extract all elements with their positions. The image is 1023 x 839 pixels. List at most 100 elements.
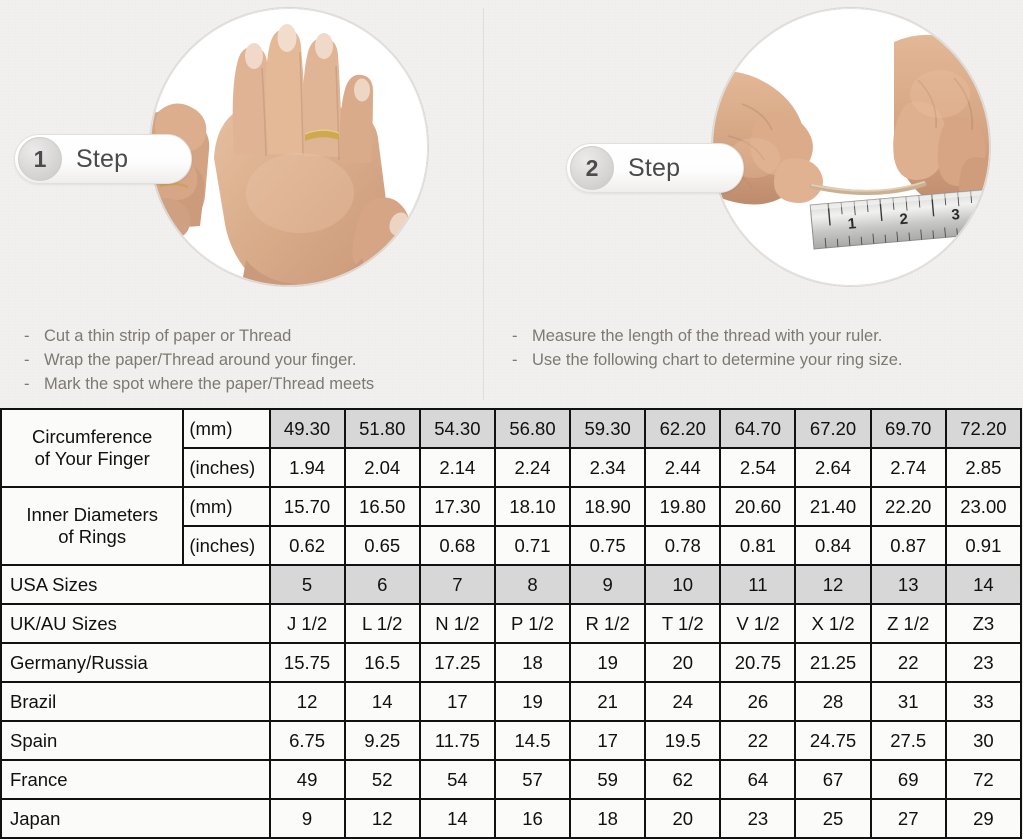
table-cell: 6.75 xyxy=(268,720,346,761)
table-cell: 0.84 xyxy=(794,525,872,566)
table-cell: 21.25 xyxy=(794,642,872,683)
table-cell: 2.85 xyxy=(944,447,1023,488)
table-cell: 62 xyxy=(644,759,722,800)
instruction-text: Mark the spot where the paper/Thread mee… xyxy=(44,375,375,393)
steps-area: 1 Step xyxy=(0,0,1023,408)
table-cell: 64.70 xyxy=(719,408,797,449)
table-cell: 18 xyxy=(569,798,647,839)
table-cell: 31 xyxy=(869,681,947,722)
row-label: Brazil xyxy=(0,681,271,722)
panel-divider xyxy=(483,8,484,400)
table-cell: 29 xyxy=(944,798,1023,839)
table-cell: 11.75 xyxy=(418,720,496,761)
table-cell: 64 xyxy=(719,759,797,800)
table-cell: X 1/2 xyxy=(794,603,872,644)
row-unit: (inches) xyxy=(182,447,271,488)
step-2-label: Step xyxy=(628,153,681,182)
table-cell: 51.80 xyxy=(343,408,421,449)
table-cell: P 1/2 xyxy=(493,603,572,644)
table-cell: 7 xyxy=(418,564,496,605)
row-label-line: of Your Finger xyxy=(34,448,150,469)
table-cell: 22.20 xyxy=(869,486,947,527)
table-cell: 56.80 xyxy=(493,408,572,449)
step-2-photo-measuring-thread: 1 2 3 xyxy=(712,8,990,286)
table-cell: 72.20 xyxy=(944,408,1023,449)
table-cell: 14 xyxy=(418,798,496,839)
table-cell: R 1/2 xyxy=(569,603,647,644)
table-cell: V 1/2 xyxy=(719,603,797,644)
table-cell: 21 xyxy=(569,681,647,722)
table-cell: 23.00 xyxy=(944,486,1023,527)
table-cell: 20.60 xyxy=(719,486,797,527)
instruction-line: - Use the following chart to determine yo… xyxy=(512,348,903,372)
ruler-mark-2: 2 xyxy=(899,211,909,229)
table-cell: 19.5 xyxy=(644,720,722,761)
table-row: Inner Diameters of Rings (mm) 15.70 16.50 17.… xyxy=(0,486,1023,566)
table-cell: 2.14 xyxy=(418,447,496,488)
table-cell: 2.04 xyxy=(343,447,421,488)
table-cell: 23 xyxy=(719,798,797,839)
table-row: Spain 6.75 9.25 11.75 14.5 17 19.5 22 24.75 27.5 3… xyxy=(0,720,1023,761)
table-cell: 22 xyxy=(719,720,797,761)
table-cell: T 1/2 xyxy=(644,603,722,644)
bullet-dash-icon: - xyxy=(24,327,30,345)
table-row: (inches) 0.62 0.65 0.68 0.71 0.75 0.78 0.81 0.84… xyxy=(1,525,1023,566)
table-cell: 0.91 xyxy=(944,525,1023,566)
table-cell: 59.30 xyxy=(569,408,647,449)
table-cell: 0.75 xyxy=(569,525,647,566)
ruler-mark-3: 3 xyxy=(951,206,961,224)
row-label: France xyxy=(0,759,271,800)
table-cell: 16.50 xyxy=(343,486,421,527)
table-cell: 52 xyxy=(343,759,421,800)
table-cell: 9.25 xyxy=(343,720,421,761)
row-label: Circumference of Your Finger xyxy=(0,408,185,488)
instruction-text: Cut a thin strip of paper or Thread xyxy=(44,327,292,345)
table-cell: 12 xyxy=(794,564,872,605)
table-cell: 49 xyxy=(268,759,346,800)
table-cell: Z 1/2 xyxy=(869,603,947,644)
table-cell: 5 xyxy=(268,564,346,605)
table-cell: 27.5 xyxy=(869,720,947,761)
table-cell: 18 xyxy=(493,642,572,683)
table-cell: 14 xyxy=(343,681,421,722)
table-cell: 14.5 xyxy=(493,720,572,761)
row-label-line: Inner Diameters xyxy=(26,504,158,525)
table-row: UK/AU Sizes J 1/2 L 1/2 N 1/2 P 1/2 R 1/2 T 1/… xyxy=(0,603,1023,644)
table-row: (inches) 1.94 2.04 2.14 2.24 2.34 2.44 2.54 2.64… xyxy=(1,447,1023,488)
row-label: USA Sizes xyxy=(0,564,271,605)
table-cell: 0.87 xyxy=(869,525,947,566)
table-cell: 0.68 xyxy=(418,525,496,566)
table-cell: 18.90 xyxy=(569,486,647,527)
table-row: France 49 52 54 57 59 62 64 67 69 72 xyxy=(0,759,1023,800)
table-row: Germany/Russia 15.75 16.5 17.25 18 19 20 20.75 2… xyxy=(0,642,1023,683)
table-cell: Z3 xyxy=(944,603,1023,644)
row-label: UK/AU Sizes xyxy=(0,603,271,644)
table-cell: 33 xyxy=(944,681,1023,722)
table-cell: 14 xyxy=(944,564,1023,605)
table-cell: 0.71 xyxy=(493,525,572,566)
step-1-badge: 1 Step xyxy=(14,134,192,184)
table-cell: 12 xyxy=(268,681,346,722)
table-cell: 67 xyxy=(794,759,872,800)
bullet-dash-icon: - xyxy=(24,375,30,393)
table-cell: 72 xyxy=(944,759,1023,800)
table-cell: 1.94 xyxy=(268,447,346,488)
table-cell: 54.30 xyxy=(418,408,496,449)
table-cell: N 1/2 xyxy=(418,603,496,644)
table-cell: 49.30 xyxy=(268,408,346,449)
table-cell: 19 xyxy=(493,681,572,722)
table-cell: 54 xyxy=(418,759,496,800)
row-label: Inner Diameters of Rings xyxy=(0,486,185,566)
table-cell: 17.25 xyxy=(418,642,496,683)
table-cell: 20 xyxy=(644,642,722,683)
row-label-line: of Rings xyxy=(58,526,127,547)
table-cell: 27 xyxy=(869,798,947,839)
table-cell: 17.30 xyxy=(418,486,496,527)
table-cell: 59 xyxy=(569,759,647,800)
step-2-instructions: - Measure the length of the thread with y… xyxy=(512,324,903,372)
table-cell: 2.24 xyxy=(493,447,572,488)
table-cell: 8 xyxy=(493,564,572,605)
bullet-dash-icon: - xyxy=(512,351,518,369)
table-cell: 0.62 xyxy=(268,525,346,566)
table-row: Brazil 12 14 17 19 21 24 26 28 31 33 xyxy=(0,681,1023,722)
